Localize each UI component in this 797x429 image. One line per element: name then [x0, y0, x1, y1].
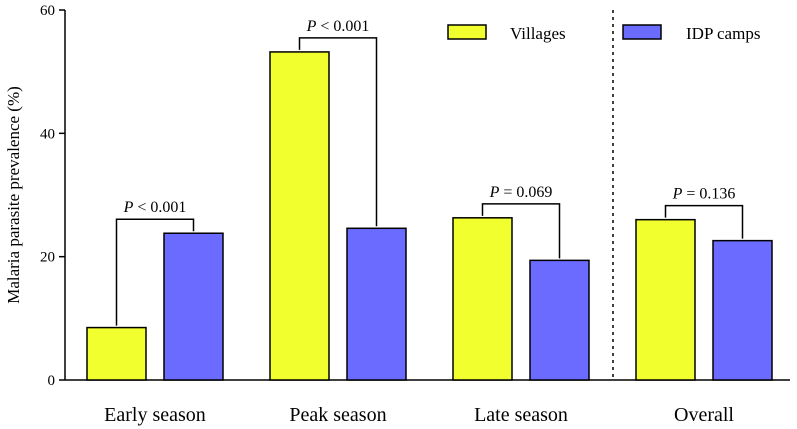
significance-bracket [115, 218, 195, 326]
y-tick-label: 0 [48, 373, 56, 389]
significance-annotations: P < 0.001 P < 0.001 P = 0.069 P = 0.136 [115, 18, 744, 326]
legend-swatch [622, 24, 662, 40]
p-value-label: P = 0.069 [489, 184, 553, 201]
axes: 0 20 40 60 Early season Peak season Late seaso… [40, 3, 790, 426]
significance-bracket [298, 37, 378, 227]
y-tick-label: 20 [40, 250, 55, 266]
legend-label: IDP camps [686, 24, 760, 43]
x-tick-label: Late season [474, 404, 568, 426]
x-tick-label: Early season [104, 404, 206, 426]
bar-villages [635, 218, 696, 381]
y-axis-title: Malaria parasite prevalence (%) [4, 86, 23, 304]
bar-idp-camps [712, 239, 773, 381]
significance-bracket [664, 204, 744, 239]
x-tick-label: Overall [674, 404, 734, 426]
bar-idp-camps [163, 232, 224, 381]
p-value-label: P < 0.001 [306, 18, 370, 35]
y-tick-label: 40 [40, 126, 55, 142]
p-value-label: P < 0.001 [123, 199, 187, 216]
bar-idp-camps [529, 259, 590, 381]
bar-villages [452, 217, 513, 381]
bar-villages [86, 326, 147, 381]
bar-villages [269, 51, 330, 381]
y-tick-label: 60 [40, 3, 55, 19]
legend-swatch [447, 24, 487, 40]
bar-idp-camps [346, 227, 407, 381]
legend-label: Villages [510, 24, 566, 43]
p-value-label: P = 0.136 [672, 186, 736, 203]
legend: Villages IDP camps [447, 24, 760, 43]
bars [86, 51, 773, 381]
y-axis-title-group: Malaria parasite prevalence (%) [4, 86, 23, 304]
significance-bracket [481, 203, 561, 259]
x-tick-label: Peak season [289, 404, 386, 426]
